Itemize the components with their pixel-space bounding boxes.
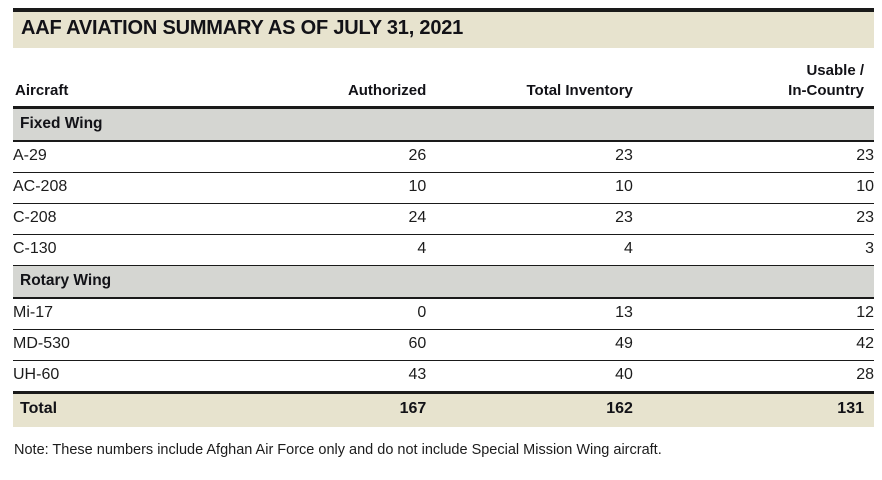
aircraft-name: Mi-17 [13, 298, 272, 330]
total-inventory-value: 40 [426, 360, 633, 393]
authorized-value: 43 [271, 360, 427, 393]
usable-value: 10 [632, 172, 874, 204]
table-row-mi-17: Mi-17 0 13 12 [13, 298, 874, 330]
note-text: Note: These numbers include Afghan Air F… [14, 442, 662, 458]
total-inventory-value: 4 [426, 234, 633, 266]
section-row-fixed-wing: Fixed Wing [13, 107, 874, 142]
total-inventory-value: 10 [426, 172, 633, 204]
aircraft-name: C-130 [13, 234, 272, 266]
aircraft-name: AC-208 [13, 172, 272, 204]
total-inventory-value: 49 [426, 329, 633, 361]
table-row-md-530: MD-530 60 49 42 [13, 329, 874, 361]
table-row-a-29: A-29 26 23 23 [13, 141, 874, 173]
col-header-total-inventory: Total Inventory [426, 48, 633, 109]
total-inventory-total-value: 162 [426, 391, 633, 427]
col-header-usable-in-country: Usable / In-Country [632, 48, 874, 109]
total-label: Total [13, 391, 272, 427]
section-label: Rotary Wing [13, 265, 874, 299]
total-authorized-value: 167 [271, 391, 427, 427]
usable-value: 3 [632, 234, 874, 266]
section-label: Fixed Wing [13, 107, 874, 142]
authorized-value: 0 [271, 298, 427, 330]
table-row-ac-208: AC-208 10 10 10 [13, 172, 874, 204]
authorized-value: 24 [271, 203, 427, 235]
table-row-c-208: C-208 24 23 23 [13, 203, 874, 235]
usable-value: 23 [632, 203, 874, 235]
aircraft-name: MD-530 [13, 329, 272, 361]
col-header-authorized: Authorized [271, 48, 427, 109]
authorized-value: 60 [271, 329, 427, 361]
authorized-value: 10 [271, 172, 427, 204]
aviation-summary-table: Aircraft Authorized Total Inventory Usab… [13, 48, 874, 427]
table-row-c-130: C-130 4 4 3 [13, 234, 874, 266]
total-row: Total 167 162 131 [13, 391, 874, 427]
usable-value: 42 [632, 329, 874, 361]
column-header-row: Aircraft Authorized Total Inventory Usab… [13, 48, 874, 109]
authorized-value: 26 [271, 141, 427, 173]
total-usable-value: 131 [632, 391, 874, 427]
usable-value: 12 [632, 298, 874, 330]
aircraft-name: UH-60 [13, 360, 272, 393]
usable-value: 28 [632, 360, 874, 393]
col-header-aircraft: Aircraft [13, 48, 272, 109]
section-row-rotary-wing: Rotary Wing [13, 265, 874, 299]
total-inventory-value: 23 [426, 141, 633, 173]
aircraft-name: C-208 [13, 203, 272, 235]
report-title: AAF AVIATION SUMMARY AS OF JULY 31, 2021 [13, 8, 874, 48]
total-inventory-value: 13 [426, 298, 633, 330]
total-inventory-value: 23 [426, 203, 633, 235]
table-row-uh-60: UH-60 43 40 28 [13, 360, 874, 393]
aircraft-name: A-29 [13, 141, 272, 173]
authorized-value: 4 [271, 234, 427, 266]
usable-value: 23 [632, 141, 874, 173]
